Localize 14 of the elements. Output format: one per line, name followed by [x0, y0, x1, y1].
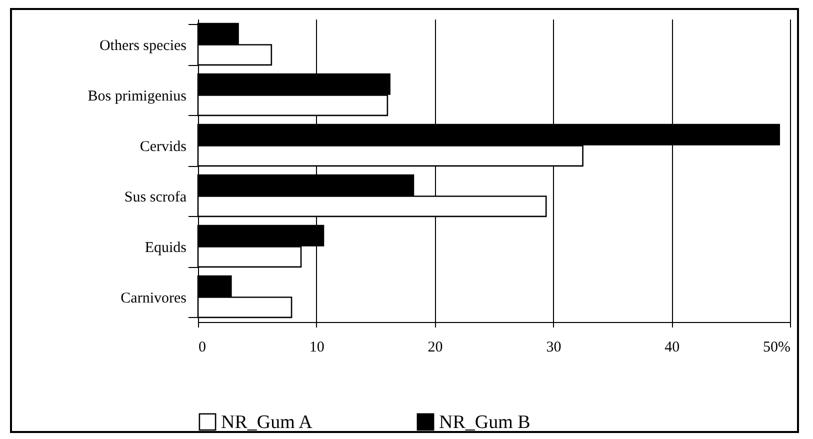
legend-label: NR_Gum A	[221, 412, 313, 433]
x-tick-label: 20	[428, 340, 443, 356]
legend-label: NR_Gum B	[439, 412, 530, 433]
x-tick-label: 40	[664, 340, 680, 356]
x-tick-label: 10	[309, 340, 324, 356]
x-tick-label: 0	[198, 340, 206, 356]
x-tick-label: 30	[546, 340, 562, 356]
y-tick-label: Equids	[144, 240, 187, 256]
y-tick-label: Others species	[99, 38, 187, 54]
y-tick-label: Sus scrofa	[124, 189, 187, 206]
x-tick-label: 50%	[763, 340, 790, 356]
y-tick-label: Carnivores	[120, 290, 187, 306]
y-tick-label: Cervids	[140, 138, 187, 155]
y-tick-label: Bos primigenius	[88, 88, 187, 104]
